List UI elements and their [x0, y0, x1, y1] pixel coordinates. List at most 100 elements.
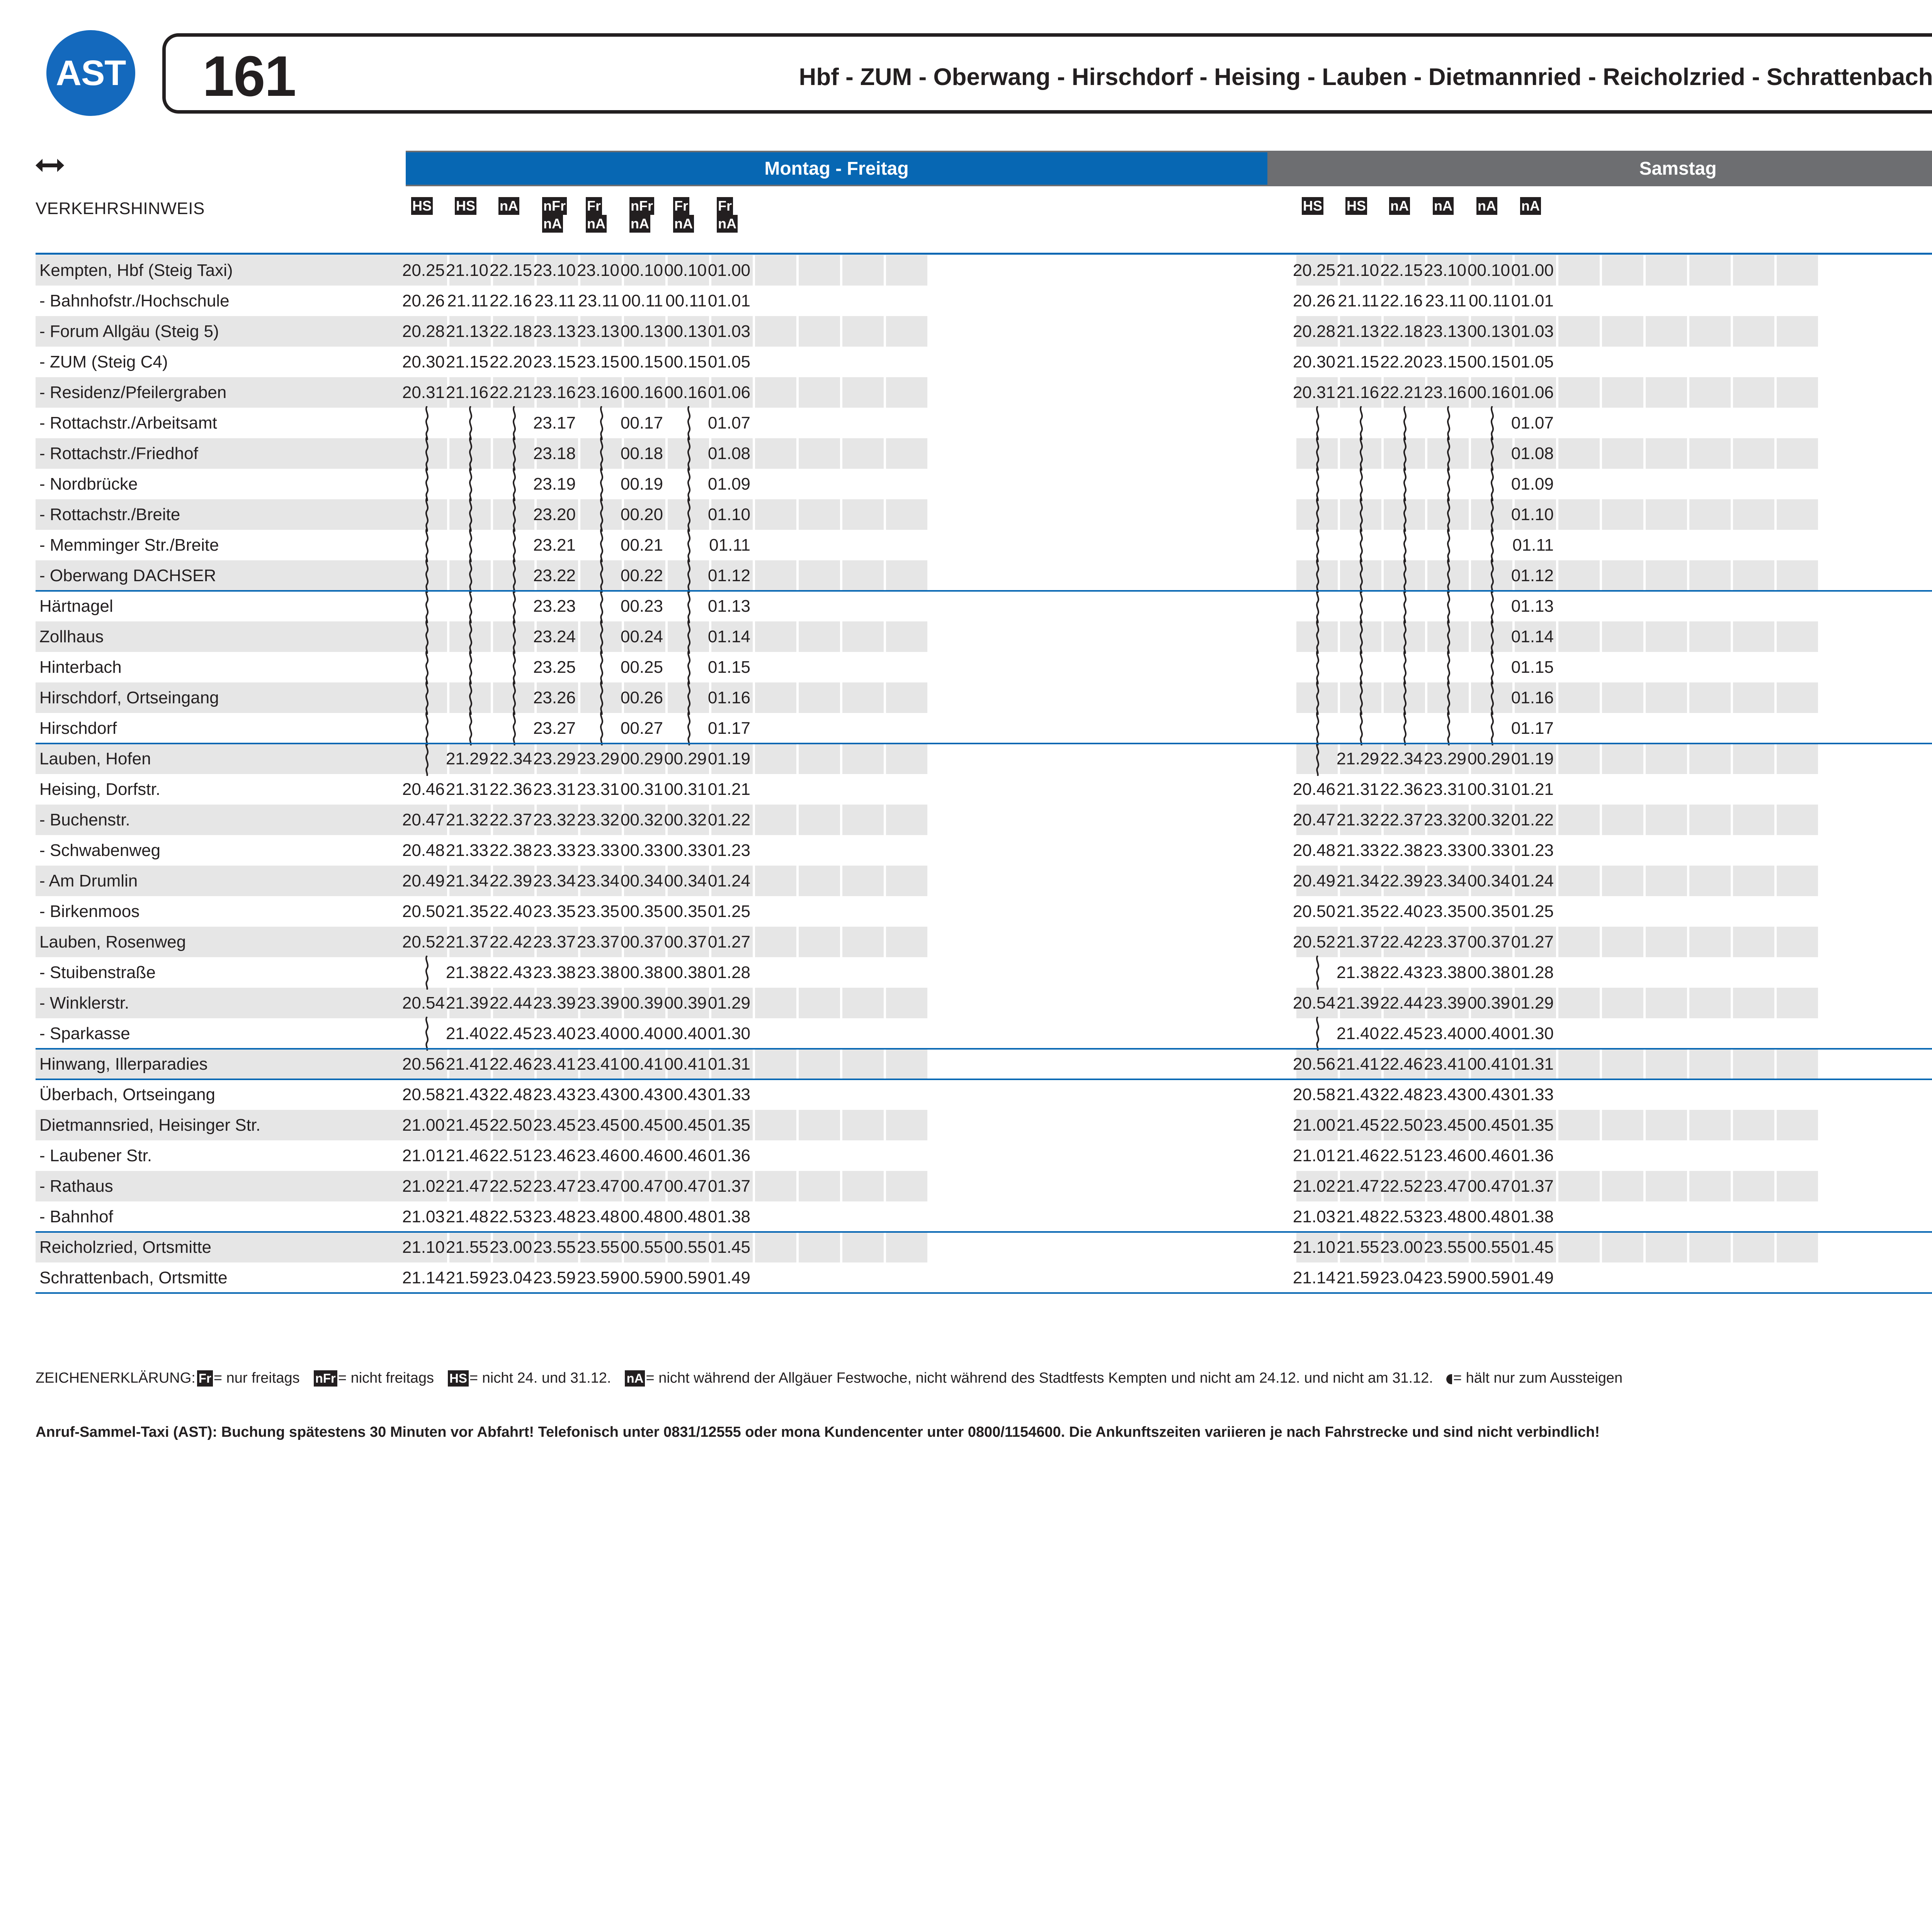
time-cell-bg: [1602, 1262, 1643, 1293]
time-cell-bg: [755, 652, 796, 682]
section-divider: [36, 1231, 1932, 1233]
departure-time: 20.30: [402, 352, 445, 371]
departure-time: 00.31: [664, 774, 709, 805]
note-badge-na: nA: [542, 215, 563, 233]
departure-time: 23.04: [490, 1262, 534, 1293]
departure-time: 01.24: [708, 866, 753, 896]
departure-time: 00.23: [620, 596, 663, 616]
stop-name: - Laubener Str.: [39, 1146, 152, 1165]
table-row: - Forum Allgäu (Steig 5) 20.28 21.13 22.18 2…: [36, 316, 1932, 347]
time-cell-bg: [1602, 927, 1643, 957]
departure-time: 01.38: [708, 1201, 753, 1232]
time-cell-bg: [1602, 682, 1643, 713]
departure-time: 23.10: [577, 260, 619, 280]
column-note-stack: HS: [411, 197, 434, 215]
time-cell-bg: [1558, 744, 1600, 774]
departure-time: 23.00: [1380, 1232, 1425, 1262]
departure-time: 00.47: [664, 1171, 709, 1201]
departure-time: 22.44: [1380, 988, 1425, 1018]
time-cell-bg: [1646, 682, 1687, 713]
no-service-squiggle: [1400, 680, 1410, 715]
departure-time: 21.59: [446, 1262, 491, 1293]
table-row: Heising, Dorfstr. 20.46 21.31 22.36 23.31 23.…: [36, 774, 1932, 805]
departure-time: 23.19: [533, 474, 576, 493]
stop-name: - Sparkasse: [39, 1024, 130, 1043]
time-cell-bg: [886, 530, 927, 560]
departure-time: 21.03: [402, 1201, 447, 1232]
departure-time: 00.34: [1468, 866, 1512, 896]
time-cell-bg: [1646, 927, 1687, 957]
time-cell-bg: [406, 377, 447, 408]
stop-name: - Nordbrücke: [39, 474, 138, 493]
departure-time: 01.28: [708, 957, 753, 988]
departure-time: 01.23: [1511, 835, 1556, 866]
time-cell-bg: [1689, 1201, 1731, 1232]
time-cell-bg: [1646, 408, 1687, 438]
departure-time: 01.07: [1511, 413, 1554, 432]
departure-time: 00.59: [1468, 1262, 1512, 1293]
time-cell-bg: [842, 805, 884, 835]
time-cell-bg: [493, 316, 534, 347]
departure-time: 20.31: [1293, 383, 1335, 402]
time-cell-bg: [1689, 1018, 1731, 1049]
departure-time: 23.55: [1424, 1232, 1469, 1262]
departure-time: 01.08: [1511, 444, 1554, 463]
no-service-squiggle: [1356, 405, 1366, 441]
departure-time: 22.50: [1380, 1110, 1425, 1140]
time-cell-bg: [1602, 1079, 1643, 1110]
no-service-squiggle: [1313, 589, 1323, 624]
legend-title: ZEICHENERKLÄRUNG:: [36, 1370, 196, 1386]
time-cell-bg: [842, 1201, 884, 1232]
departure-time: 22.20: [489, 352, 532, 371]
time-cell-bg: [799, 1049, 840, 1079]
table-row: - Laubener Str. 21.01 21.46 22.51 23.46 23.46…: [36, 1140, 1932, 1171]
time-cell-bg: [1558, 347, 1600, 377]
no-service-squiggle: [1400, 436, 1410, 471]
time-cell-bg: [1689, 1232, 1731, 1262]
departure-time: 22.53: [490, 1201, 534, 1232]
departure-time: 00.29: [664, 744, 709, 774]
time-cell-bg: [1777, 438, 1818, 469]
departure-time: 00.16: [664, 383, 707, 402]
departure-time: 21.43: [1337, 1079, 1381, 1110]
time-cell-bg: [1558, 1232, 1600, 1262]
column-note-stack: nA: [1520, 197, 1542, 215]
time-cell-bg: [842, 1171, 884, 1201]
table-row: - Bahnhof 21.03 21.48 22.53 23.48 23.48 00.48 0…: [36, 1201, 1932, 1232]
departure-time: 00.10: [1467, 260, 1510, 280]
departure-time: 00.45: [621, 1110, 665, 1140]
table-row: Überbach, Ortseingang 20.58 21.43 22.48 23.4…: [36, 1079, 1932, 1110]
departure-time: 21.13: [446, 322, 488, 341]
departure-time: 00.13: [664, 322, 707, 341]
no-service-squiggle: [422, 650, 432, 685]
bidirectional-arrow-icon: [36, 157, 64, 174]
time-cell-bg: [755, 957, 796, 988]
time-cell-bg: [755, 316, 796, 347]
time-cell-bg: [886, 805, 927, 835]
time-cell-bg: [1777, 805, 1818, 835]
time-cell-bg: [1602, 835, 1643, 866]
departure-time: 23.37: [1424, 927, 1469, 957]
departure-time: 21.00: [1293, 1110, 1338, 1140]
time-cell-bg: [1733, 1262, 1774, 1293]
time-cell-bg: [1602, 316, 1643, 347]
departure-time: 20.50: [1293, 896, 1338, 927]
time-cell-bg: [1689, 927, 1731, 957]
time-cell-bg: [1515, 560, 1556, 591]
time-cell-bg: [1689, 896, 1731, 927]
time-cell-bg: [842, 896, 884, 927]
time-cell-bg: [755, 1018, 796, 1049]
time-cell-bg: [886, 1110, 927, 1140]
time-cell-bg: [1689, 1262, 1731, 1293]
departure-time: 23.33: [1424, 835, 1469, 866]
stop-name: - Rathaus: [39, 1176, 113, 1196]
note-badge-na: nA: [717, 215, 738, 233]
no-service-squiggle: [422, 405, 432, 441]
time-cell-bg: [580, 377, 622, 408]
time-cell-bg: [1646, 1201, 1687, 1232]
no-service-squiggle: [1487, 680, 1497, 715]
departure-time: 00.55: [1468, 1232, 1512, 1262]
time-cell-bg: [537, 377, 578, 408]
note-badge-fr: Fr: [673, 197, 689, 215]
table-row: Reicholzried, Ortsmitte 21.10 21.55 23.00 23…: [36, 1232, 1932, 1262]
